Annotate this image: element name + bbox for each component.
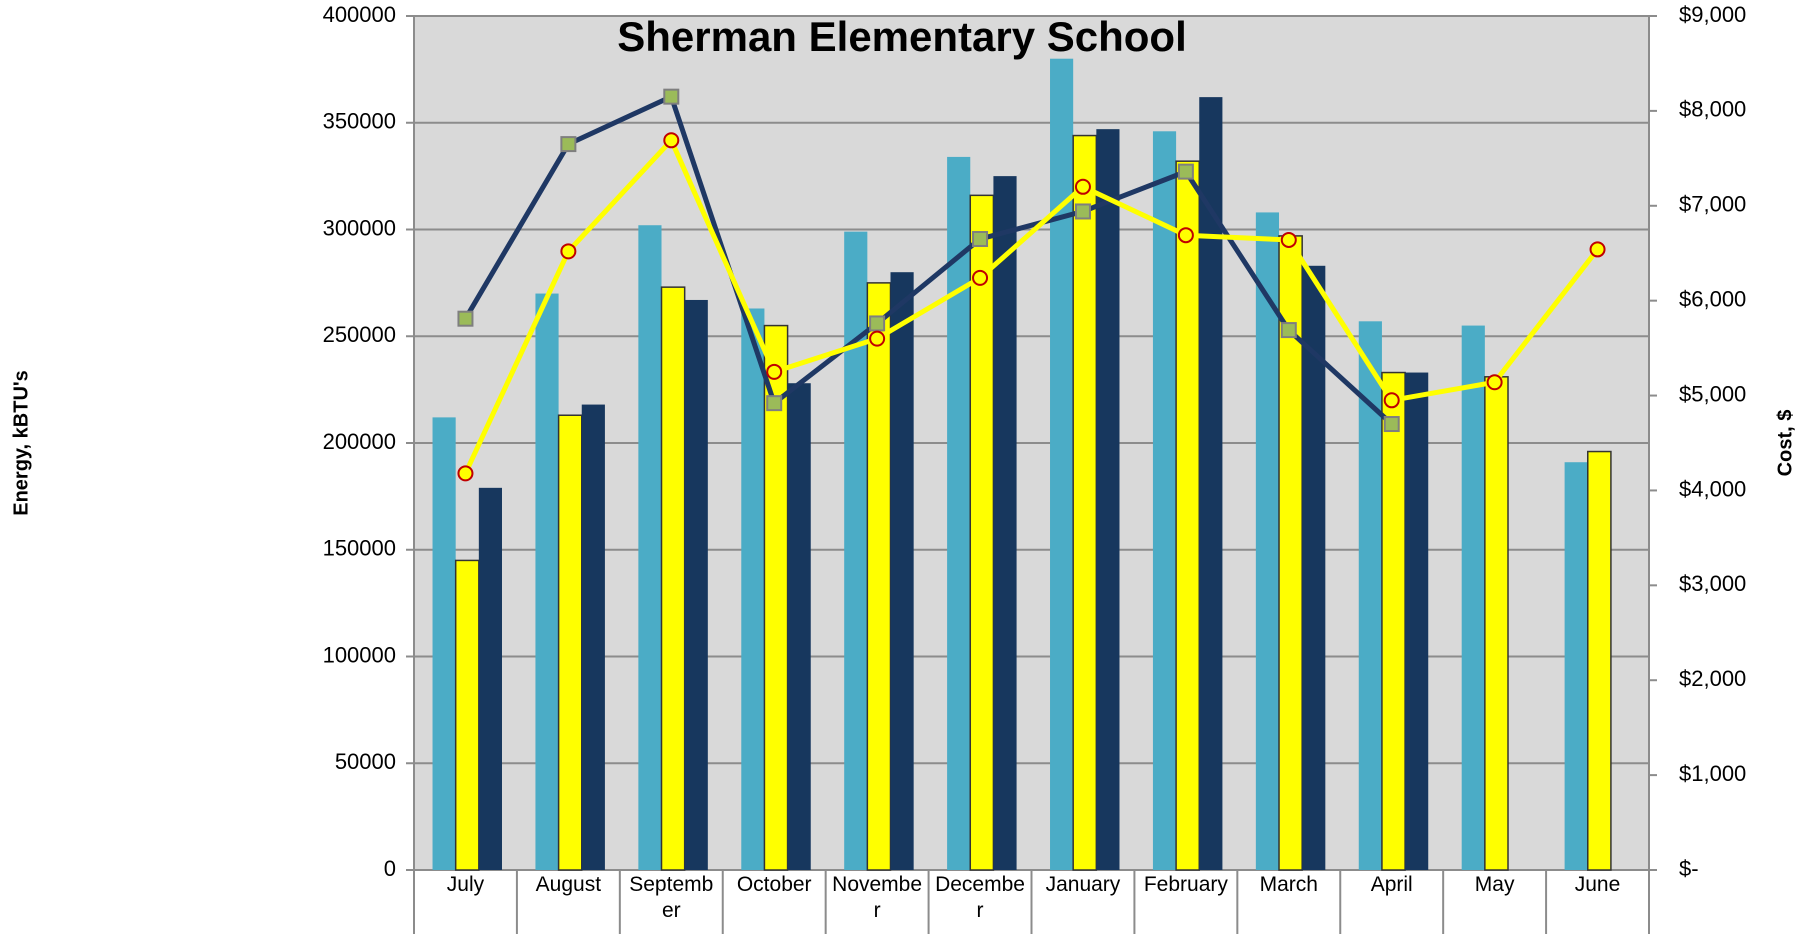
y2-tick-label: $7,000 bbox=[1679, 192, 1746, 217]
bar bbox=[1175, 160, 1201, 871]
y-tick-label: 50000 bbox=[335, 749, 396, 774]
bar bbox=[1405, 372, 1429, 870]
marker bbox=[1383, 392, 1400, 409]
bar bbox=[684, 299, 708, 871]
bar bbox=[1564, 462, 1588, 870]
line bbox=[463, 94, 1394, 426]
y2-tick-label: $8,000 bbox=[1679, 97, 1746, 122]
y2-tick-label: $9,000 bbox=[1679, 2, 1746, 27]
x-tick-label: November bbox=[832, 873, 923, 922]
bar bbox=[866, 282, 892, 871]
bar bbox=[432, 417, 456, 870]
bar bbox=[1096, 129, 1120, 870]
marker bbox=[1177, 163, 1194, 180]
bar bbox=[478, 487, 502, 870]
bar bbox=[535, 293, 559, 870]
bar bbox=[844, 231, 868, 870]
bar bbox=[1484, 376, 1509, 871]
bar bbox=[787, 383, 811, 870]
y-tick-label: 0 bbox=[384, 856, 396, 881]
x-tick-label: May bbox=[1474, 873, 1515, 896]
x-tick-label: October bbox=[736, 873, 812, 896]
x-tick-label: January bbox=[1045, 873, 1121, 896]
y2-tick-label: $5,000 bbox=[1679, 381, 1746, 406]
marker bbox=[766, 395, 783, 412]
x-tick-label: March bbox=[1259, 873, 1318, 896]
marker bbox=[1280, 231, 1297, 248]
y-tick-label: 200000 bbox=[323, 429, 396, 454]
bar bbox=[660, 286, 686, 871]
x-tick-label: April bbox=[1370, 873, 1413, 896]
bar bbox=[1050, 58, 1074, 870]
y-tick-label: 100000 bbox=[323, 642, 396, 667]
y2-tick-label: $3,000 bbox=[1679, 571, 1746, 596]
y2-tick-label: $1,000 bbox=[1679, 761, 1746, 786]
bar bbox=[1381, 371, 1406, 871]
bar bbox=[638, 225, 662, 871]
line bbox=[463, 137, 1600, 475]
x-tick-label: September bbox=[629, 873, 714, 922]
marker bbox=[972, 269, 989, 286]
bar bbox=[969, 194, 995, 871]
marker bbox=[457, 310, 474, 327]
y2-tick-label: $2,000 bbox=[1679, 666, 1746, 691]
marker bbox=[1074, 178, 1091, 195]
bar bbox=[1461, 325, 1485, 870]
x-tick-label: August bbox=[535, 873, 602, 896]
y-tick-label: 400000 bbox=[323, 2, 396, 27]
marker bbox=[972, 230, 989, 247]
marker bbox=[560, 243, 577, 260]
bar bbox=[890, 272, 914, 870]
y2-tick-label: $4,000 bbox=[1679, 476, 1746, 501]
bar bbox=[1255, 212, 1280, 871]
marker bbox=[1074, 203, 1091, 220]
y-tick-label: 250000 bbox=[323, 322, 396, 347]
marker bbox=[1589, 241, 1606, 258]
bar bbox=[557, 414, 583, 871]
bar bbox=[993, 176, 1017, 870]
bar bbox=[454, 559, 480, 871]
chart-title: Sherman Elementary School bbox=[617, 13, 1187, 60]
y-axis-label: Energy, kBTU's bbox=[10, 370, 32, 516]
bar bbox=[1152, 131, 1177, 871]
x-tick-label: July bbox=[446, 873, 485, 896]
marker bbox=[1280, 322, 1297, 339]
y2-axis-label: Cost, $ bbox=[1774, 410, 1796, 477]
marker bbox=[869, 315, 886, 332]
marker bbox=[1486, 374, 1503, 391]
bar bbox=[581, 404, 605, 870]
marker bbox=[560, 136, 577, 153]
bar bbox=[1199, 97, 1223, 870]
marker bbox=[1177, 227, 1194, 244]
bar bbox=[1072, 134, 1098, 871]
y-tick-label: 350000 bbox=[323, 109, 396, 134]
marker bbox=[663, 132, 680, 149]
y-tick-label: 300000 bbox=[323, 215, 396, 240]
bar bbox=[741, 308, 765, 870]
marker bbox=[457, 465, 474, 482]
x-tick-label: June bbox=[1574, 873, 1621, 896]
y2-tick-label: $- bbox=[1679, 856, 1699, 881]
y2-tick-label: $6,000 bbox=[1679, 286, 1746, 311]
y-tick-label: 150000 bbox=[323, 536, 396, 561]
bar bbox=[947, 156, 971, 870]
x-tick-label: February bbox=[1143, 873, 1228, 896]
marker bbox=[1383, 416, 1400, 433]
x-tick-label: December bbox=[935, 873, 1025, 922]
marker bbox=[663, 88, 680, 105]
bar bbox=[1587, 450, 1612, 871]
bar bbox=[1302, 265, 1326, 870]
marker bbox=[869, 330, 886, 347]
bar bbox=[1358, 321, 1382, 870]
marker bbox=[766, 363, 783, 380]
